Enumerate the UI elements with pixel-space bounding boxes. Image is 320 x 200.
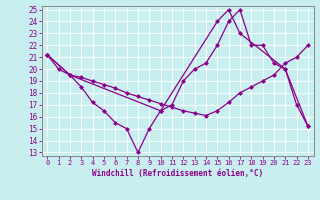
X-axis label: Windchill (Refroidissement éolien,°C): Windchill (Refroidissement éolien,°C)	[92, 169, 263, 178]
